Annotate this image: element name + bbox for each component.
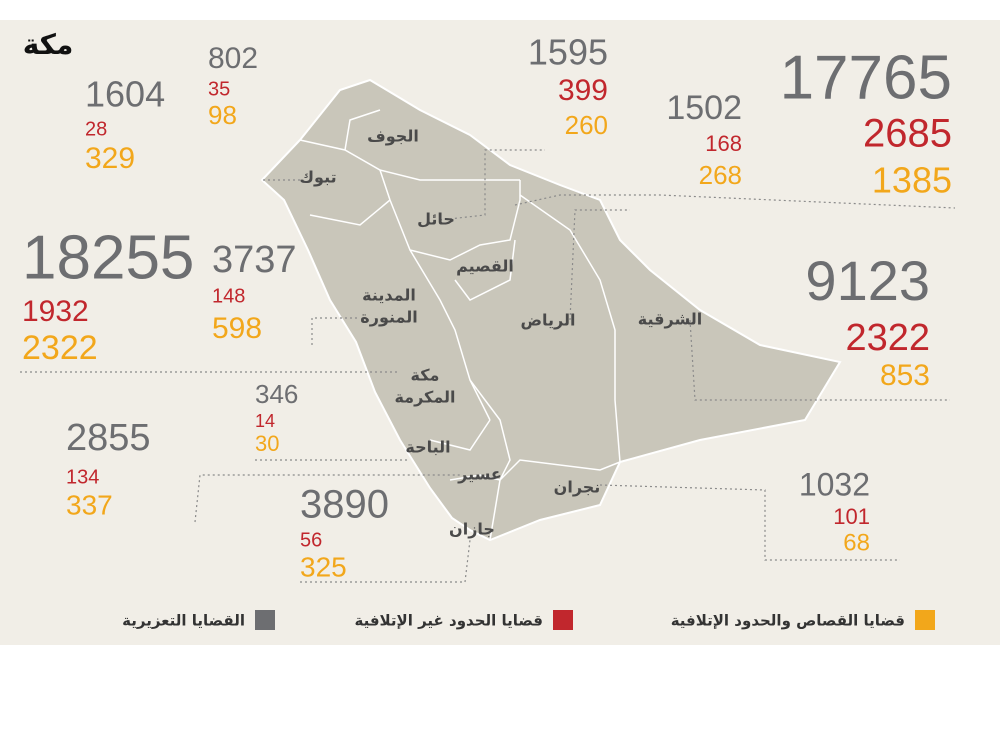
region-value: 337 [66, 489, 113, 520]
legend-label: قضايا الحدود غير الإتلافية [354, 612, 543, 630]
region-value: 35 [208, 78, 230, 100]
region-value: 134 [66, 466, 99, 488]
region-value: 68 [843, 529, 870, 556]
region-value: 3890 [300, 483, 389, 527]
region-name: المكرمة [394, 388, 455, 407]
region-value: 1502 [666, 89, 742, 127]
region-value: 28 [85, 118, 107, 140]
region-value: 802 [208, 42, 258, 75]
region-name: المنورة [360, 308, 417, 327]
region-value: 2322 [22, 329, 98, 367]
region-value: 168 [705, 131, 742, 156]
region-name: الشرقية [638, 310, 702, 329]
region-name: الباحة [405, 438, 450, 457]
region-name: المدينة [362, 286, 416, 305]
region-value: 260 [565, 110, 608, 140]
logo: مكة [23, 28, 74, 61]
region-value: 30 [255, 431, 279, 456]
region-value: 56 [300, 529, 322, 551]
region-value: 3737 [212, 239, 297, 281]
region-name: نجران [554, 478, 601, 497]
region-name: الجوف [367, 127, 419, 146]
legend-swatch [915, 610, 935, 630]
legend-swatch [553, 610, 573, 630]
region-value: 1932 [22, 295, 89, 328]
region-value: 1032 [799, 466, 870, 502]
region-value: 18255 [22, 223, 194, 292]
region-value: 9123 [805, 249, 930, 312]
region-value: 1595 [528, 32, 608, 73]
leader-lines [20, 149, 956, 583]
region-value: 329 [85, 142, 135, 175]
region-name: الرياض [521, 311, 576, 330]
region-value: 2855 [66, 417, 151, 459]
region-value: 598 [212, 312, 262, 345]
region-value: 98 [208, 100, 237, 130]
map [260, 78, 842, 542]
region-name: حائل [417, 210, 455, 229]
region-value: 101 [833, 504, 870, 529]
region-value: 399 [558, 74, 608, 107]
legend-swatch [255, 610, 275, 630]
region-name: تبوك [299, 168, 336, 187]
region-value: 1385 [872, 160, 952, 201]
region-value: 853 [880, 359, 930, 392]
region-value: 2322 [845, 317, 930, 359]
region-value: 17765 [780, 43, 952, 112]
legend-label: القضايا التعزيرية [122, 612, 245, 630]
region-value: 346 [255, 379, 298, 409]
region-name: مكة [411, 366, 440, 385]
region-value: 1604 [85, 74, 165, 115]
region-value: 2685 [863, 112, 952, 156]
region-value: 148 [212, 285, 245, 307]
region-name: القصيم [456, 257, 514, 276]
region-value: 14 [255, 411, 275, 431]
region-value: 325 [300, 551, 347, 582]
region-name: عسير [457, 465, 502, 484]
legend-label: قضايا القصاص والحدود الإتلافية [671, 612, 905, 630]
region-name: جازان [449, 520, 495, 539]
region-value: 268 [699, 160, 742, 190]
region-borders [299, 109, 621, 541]
